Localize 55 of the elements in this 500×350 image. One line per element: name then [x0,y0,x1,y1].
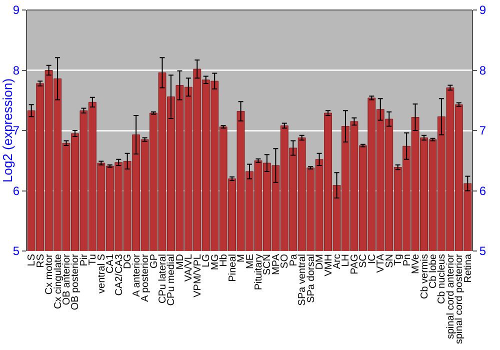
x-tick-label: OB posterior [70,253,82,310]
y-axis-title: Log2 (expression) [0,78,15,183]
x-tick-label: Retina [462,254,474,283]
y-tick-label: 8 [12,63,20,78]
x-tick-label: M [236,254,248,262]
x-tick-label: Pir [78,253,90,266]
x-tick-label: MPA [270,254,282,275]
y2-tick-label: 8 [479,63,486,78]
y-tick-label: 9 [12,3,20,18]
x-tick-label: spinal cord posterior [454,253,466,344]
x-tick-label: Pn [402,254,413,266]
y-tick-label: 7 [12,124,20,138]
x-tick-label: Pituitary [253,254,264,290]
x-tick-label: LG [201,254,212,268]
x-tick-label: Hb [218,254,230,267]
x-tick-label: VTA [376,254,387,273]
x-tick-label: Cb nucleus [436,254,448,304]
x-tick-label: CPu medial [166,254,178,306]
x-tick-label: ME [244,254,256,269]
y2-tick-label: 9 [479,3,486,18]
x-tick-label: DM [314,254,326,270]
x-tick-label: LH [340,254,352,267]
x-tick-label: Pineal [227,254,238,282]
x-tick-label: RS [35,254,46,268]
x-tick-label: SO [280,254,291,268]
x-tick-label: SC [358,254,370,268]
x-tick-label: SCN [262,254,274,276]
x-tick-label: PAG [349,254,360,274]
x-tick-label: IC [366,254,378,264]
x-tick-label: A posterior [140,253,152,302]
x-tick-label: VMH [323,254,334,276]
x-tick-label: MVe [410,254,422,274]
x-tick-label: VPM/VPL [192,254,204,298]
x-tick-label: Cb lobe [428,254,439,288]
x-tick-label: Cx cingulate [52,254,64,310]
x-tick-label: DG [122,254,134,269]
x-tick-label: spinal cord anterior [445,253,456,340]
x-tick-label: Tg [393,254,404,266]
x-tick-label: CA1 [105,254,116,274]
x-tick-label: Pa [288,254,300,266]
y2-tick-label: 5 [479,244,486,258]
y2-tick-label: 6 [479,184,486,198]
x-tick-label: CA2/CA3 [114,254,125,296]
x-tick-label: A anterior [131,253,142,297]
x-tick-label: LS [26,254,38,266]
x-tick-label: SN [384,254,396,268]
x-tick-label: ventral S [96,254,108,294]
x-tick-label: SPa dorsal [306,254,317,303]
x-tick-label: GP [148,254,160,268]
x-tick-label: CPu lateral [158,254,168,304]
x-tick-label: Arc [332,254,343,269]
y-tick-label: 5 [12,244,20,258]
y-tick-label: 6 [12,184,20,198]
x-tick-label: Tu [88,254,99,266]
y2-tick-label: 7 [479,124,486,138]
